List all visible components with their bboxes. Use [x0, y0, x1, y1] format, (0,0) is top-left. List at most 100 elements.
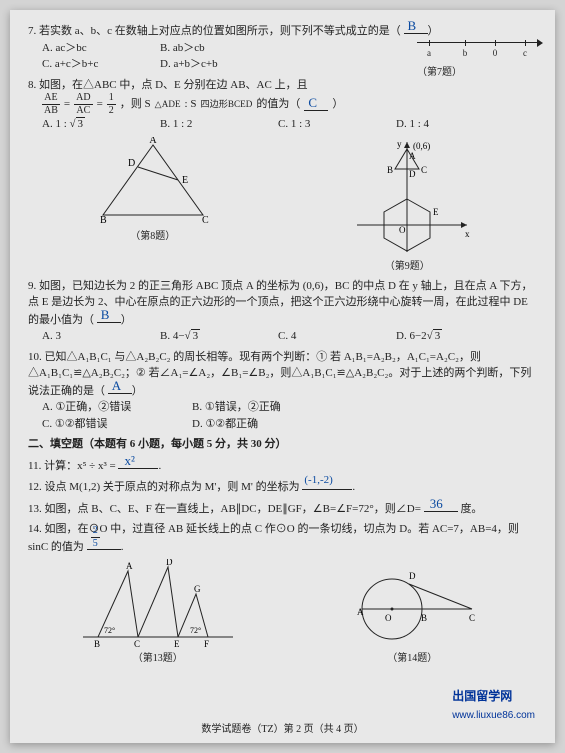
q8-figure: A B C D E （第8题）: [88, 137, 218, 274]
q14-svg: A O B C D: [337, 559, 487, 649]
q13-answer: 36: [430, 494, 443, 514]
q14-blank: 25: [87, 538, 121, 550]
number-line: a b 0 c: [417, 42, 537, 58]
q8-options: A. 1 : 3 B. 1 : 2 C. 1 : 3 D. 1 : 4: [42, 116, 537, 133]
q14-figcap: （第14题）: [337, 651, 487, 666]
q7-blank: B: [404, 22, 428, 34]
q13-blank: 36: [424, 500, 458, 512]
svg-text:E: E: [174, 639, 180, 649]
q10-blank: A: [108, 382, 132, 394]
svg-text:B: B: [94, 639, 100, 649]
q7-optA: A. ac＞bc: [42, 40, 132, 57]
q7-optD: D. a+b＞c+b: [160, 56, 250, 73]
q9-hex-svg: (0,6) O x y A B C D E: [337, 137, 477, 257]
q7-options: A. ac＞bc B. ab＞cb: [42, 40, 417, 57]
page-footer: 数学试题卷（TZ）第 2 页（共 4 页）: [10, 722, 555, 737]
q9-optA: A. 3: [42, 328, 132, 345]
svg-text:F: F: [204, 639, 209, 649]
q10-optA: A. ①正确，②错误: [42, 399, 132, 416]
svg-text:y: y: [397, 139, 402, 149]
q7-figcap: （第7题）: [417, 65, 537, 80]
watermark-site: 出国留学网: [452, 689, 512, 703]
svg-text:O: O: [399, 225, 406, 235]
svg-text:B: B: [421, 613, 427, 623]
svg-text:E: E: [182, 175, 188, 186]
watermark: 出国留学网 www.liuxue86.com: [452, 687, 535, 723]
q11-answer: x²: [124, 451, 134, 471]
q10-answer: A: [112, 376, 121, 396]
q10-optC: C. ①②都错误: [42, 416, 132, 433]
exam-page: 7. 若实数 a、b、c 在数轴上对应点的位置如图所示，则下列不等式成立的是（ …: [10, 10, 555, 743]
q10-stem: 10. 已知△A₁B₁C₁ 与△A₂B₂C₂ 的周长相等。现有两个判断：① 若 …: [28, 351, 531, 397]
svg-text:C: C: [421, 165, 427, 175]
svg-text:G: G: [194, 584, 201, 594]
svg-text:O: O: [385, 613, 392, 623]
svg-text:72°: 72°: [190, 626, 201, 635]
figures-row-2: A D G B C E F 72° 72° （第13题） A O B C: [28, 559, 537, 666]
svg-text:C: C: [134, 639, 140, 649]
q8-figcap: （第8题）: [88, 229, 218, 244]
q9-optC: C. 4: [278, 328, 368, 345]
q14-figure: A O B C D （第14题）: [337, 559, 487, 666]
q9-blank: B: [97, 311, 121, 323]
q13-svg: A D G B C E F 72° 72°: [78, 559, 238, 649]
q13-tail: 度。: [458, 503, 483, 515]
svg-text:B: B: [100, 215, 107, 226]
q8-optC: C. 1 : 3: [278, 116, 368, 133]
q8-answer: C: [308, 93, 317, 113]
svg-text:C: C: [202, 215, 209, 226]
question-8: 8. 如图，在△ABC 中，点 D、E 分别在边 AB、AC 上，且 AEAB …: [28, 77, 537, 133]
svg-text:D: D: [166, 559, 173, 567]
svg-text:D: D: [409, 571, 416, 581]
q13-figure: A D G B C E F 72° 72° （第13题）: [78, 559, 238, 666]
q7-stem: 7. 若实数 a、b、c 在数轴上对应点的位置如图所示，则下列不等式成立的是（: [28, 25, 401, 37]
q7-answer: B: [408, 16, 417, 36]
q11-blank: x²: [118, 457, 158, 469]
svg-text:A: A: [409, 151, 416, 161]
question-13: 13. 如图，点 B、C、E、F 在一直线上，AB∥DC，DE∥GF，∠B=∠F…: [28, 500, 537, 518]
q8-optB: B. 1 : 2: [160, 116, 250, 133]
question-9: 9. 如图，已知边长为 2 的正三角形 ABC 顶点 A 的坐标为 (0,6)，…: [28, 278, 537, 345]
q10-optB: B. ①错误，②正确: [192, 399, 282, 416]
q8-ratio-line: AEAB = ADAC = 12 ，则 S△ADE : S四边形BCED 的值为…: [42, 93, 537, 116]
q9-figcap: （第9题）: [337, 259, 477, 274]
svg-text:C: C: [469, 613, 475, 623]
svg-text:x: x: [465, 229, 470, 239]
svg-text:(0,6): (0,6): [413, 141, 430, 151]
q13-stem: 13. 如图，点 B、C、E、F 在一直线上，AB∥DC，DE∥GF，∠B=∠F…: [28, 503, 424, 515]
q8-optD: D. 1 : 4: [396, 116, 486, 133]
svg-text:72°: 72°: [104, 626, 115, 635]
q9-answer: B: [101, 305, 110, 325]
q14-answer: 25: [91, 526, 100, 549]
svg-text:D: D: [128, 158, 135, 169]
q12-blank: (-1,-2): [302, 478, 352, 490]
q9-figure: (0,6) O x y A B C D E （第9题）: [337, 137, 477, 274]
question-10: 10. 已知△A₁B₁C₁ 与△A₂B₂C₂ 的周长相等。现有两个判断：① 若 …: [28, 349, 537, 433]
q9-optD: D. 6−23: [396, 328, 486, 345]
question-14: 14. 如图，在⊙O 中，过直径 AB 延长线上的点 C 作⊙O 的一条切线，切…: [28, 521, 537, 555]
q7-numberline-box: a b 0 c （第7题）: [417, 42, 537, 81]
q11-stem: 11. 计算：x⁵ ÷ x³ =: [28, 460, 118, 472]
section-2-header: 二、填空题（本题有 6 小题，每小题 5 分，共 30 分）: [28, 436, 537, 453]
q12-stem: 12. 设点 M(1,2) 关于原点的对称点为 M'，则 M' 的坐标为: [28, 481, 302, 493]
svg-text:D: D: [409, 169, 416, 179]
watermark-url: www.liuxue86.com: [452, 710, 535, 721]
q10-options-2: C. ①②都错误 D. ①②都正确: [42, 416, 537, 433]
q7-optB: B. ab＞cb: [160, 40, 250, 57]
q7-optC: C. a+c＞b+c: [42, 56, 132, 73]
svg-text:E: E: [433, 207, 439, 217]
q8-blank: C: [304, 99, 328, 111]
question-7: 7. 若实数 a、b、c 在数轴上对应点的位置如图所示，则下列不等式成立的是（ …: [28, 22, 537, 73]
q10-options: A. ①正确，②错误 B. ①错误，②正确: [42, 399, 537, 416]
q7-options-2: C. a+c＞b+c D. a+b＞c+b: [42, 56, 417, 73]
q8-optA: A. 1 : 3: [42, 116, 132, 133]
q9-options: A. 3 B. 4−3 C. 4 D. 6−23: [42, 328, 537, 345]
svg-text:A: A: [126, 561, 133, 571]
question-11: 11. 计算：x⁵ ÷ x³ = x² .: [28, 457, 537, 475]
figures-row-1: A B C D E （第8题） (0,6) O x y A B: [28, 137, 537, 274]
question-12: 12. 设点 M(1,2) 关于原点的对称点为 M'，则 M' 的坐标为 (-1…: [28, 478, 537, 496]
svg-text:B: B: [387, 165, 393, 175]
svg-text:A: A: [357, 607, 364, 617]
svg-text:A: A: [149, 137, 157, 146]
q12-answer: (-1,-2): [304, 472, 332, 489]
